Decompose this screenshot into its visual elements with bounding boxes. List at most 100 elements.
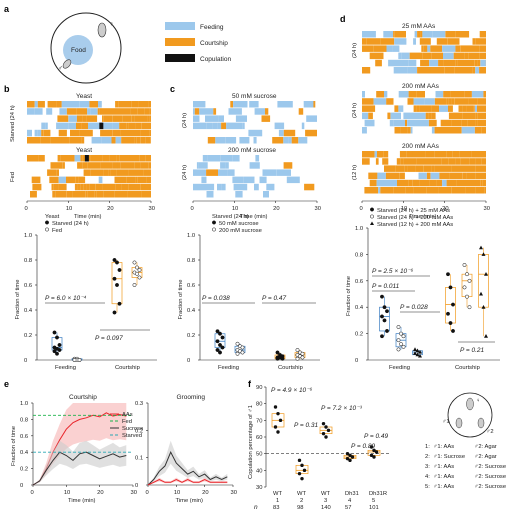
raster-d3-bout [471, 151, 483, 158]
raster-d1-bout [362, 31, 376, 38]
raster-b2-bout [30, 191, 37, 198]
raster-b1-bout [91, 137, 102, 144]
raster-b2-bout [116, 169, 129, 176]
raster-d3-bout [426, 172, 431, 180]
panel-c-y-axis-label: Fraction of time [178, 280, 184, 320]
raster-b2-bout [110, 169, 117, 176]
panel-e-courtship-legend-label: Fed [122, 419, 132, 425]
arena-circle [50, 12, 122, 84]
raster-c1-bout [235, 115, 247, 122]
panel-f-condition-number: 3: [425, 464, 430, 470]
raster-b1-bout [103, 115, 113, 122]
raster-b2-bout [134, 162, 141, 169]
raster-d2-bout [407, 119, 421, 127]
female-symbol: ♀ [109, 21, 114, 28]
raster-b1-bout [46, 108, 53, 115]
panel-f-male2-fly-icon [477, 417, 485, 429]
raster-d3-bout [382, 158, 389, 165]
raster-c1-bout [217, 122, 222, 130]
raster-c1-bout [248, 129, 263, 137]
raster-d1-bout [455, 31, 470, 38]
raster-d3-bout [431, 165, 435, 172]
raster-d3-bout [376, 179, 383, 187]
raster-b2-bout [49, 176, 57, 184]
raster-d2-bout [419, 105, 432, 112]
raster-b2-bout [27, 155, 39, 162]
raster-d3-bout [436, 179, 443, 187]
raster-d1-bout [394, 31, 406, 38]
raster-b2-bout [74, 183, 78, 191]
panel-b-legend-marker [45, 220, 49, 225]
raster-b2-bout [139, 155, 146, 162]
panel-b-point [137, 268, 142, 272]
panel-d-point [382, 305, 387, 310]
panel-f-group-number: 3 [324, 498, 327, 504]
raster-b1-bout [97, 108, 100, 115]
raster-c2-bout [193, 169, 207, 176]
panel-b-legend-label: Fed [52, 228, 62, 234]
panel-d-box [478, 254, 489, 308]
raster-b2-bout [57, 155, 61, 162]
raster-d1-bout [417, 31, 421, 38]
panel-d-point [446, 311, 450, 316]
raster-d2-ylabel: (24 h) [352, 103, 358, 118]
panel-d-point [479, 245, 483, 250]
panel-e-courtship-y-tick-label: 0.4 [20, 450, 29, 456]
raster-d1-bout [362, 38, 367, 45]
panel-c-point [215, 329, 220, 334]
raster-d2-bout [368, 112, 373, 120]
raster-c2-bout [220, 162, 226, 169]
raster-d2-bout [448, 127, 462, 134]
raster-c1-bout [193, 101, 206, 108]
raster-c1-bout [230, 101, 234, 108]
raster-d3-bout [466, 172, 476, 180]
raster-b1-bout [76, 115, 83, 122]
panel-b-legend-title: Yeast [45, 214, 60, 220]
panel-f-condition-male2: ♂2: Sucrose [474, 464, 506, 470]
raster-b1-bout [37, 101, 45, 108]
panel-d-point [415, 352, 420, 357]
raster-d2-bout [435, 91, 444, 98]
raster-d-x-tick-label: 20 [442, 206, 448, 212]
panel-c-y-tick-label: 0 [187, 358, 190, 364]
panel-f-point [276, 430, 280, 434]
raster-b1-bout [122, 115, 132, 122]
raster-c-x-tick-label: 30 [315, 206, 321, 212]
raster-b2-bout [145, 155, 151, 162]
raster-d3-bout [374, 151, 378, 158]
panel-f-y-axis-label: Copulation percentage of ♂1 [248, 405, 254, 479]
raster-d2-bout [362, 98, 374, 105]
raster-d2-bout [416, 105, 420, 112]
raster-d2-bout [461, 119, 468, 127]
raster-d2-bout [443, 91, 451, 98]
panel-f-category-label: Dh31R [369, 491, 387, 497]
raster-d1-bout [460, 45, 463, 52]
panel-f-point [276, 411, 280, 416]
raster-b2-copulation-bout [84, 155, 89, 162]
panel-d-point [385, 309, 389, 314]
raster-b1-bout [130, 108, 138, 115]
raster-b1-bout [103, 122, 113, 130]
panel-e-courtship-y-tick-label: 0.2 [20, 467, 28, 473]
panel-d-point [467, 305, 472, 310]
raster-d3-bout [404, 165, 408, 172]
panel-b-point [135, 265, 139, 270]
raster-d1-bout [442, 45, 456, 52]
female-fly-icon [97, 22, 107, 38]
panel-c-legend-label: 50 mM sucrose [219, 221, 259, 227]
raster-d1-bout [453, 52, 465, 60]
raster-c2-bout [227, 169, 235, 176]
raster-d2-title: 200 mM AAs [402, 83, 440, 90]
raster-b1-bout [115, 115, 123, 122]
raster-b-x-tick-label: 0 [25, 206, 28, 212]
raster-d1-bout [468, 52, 480, 60]
raster-c-x-axis-label: Time (min) [240, 214, 268, 220]
raster-d3-bout [415, 165, 424, 172]
raster-b1-bout [149, 115, 151, 122]
panel-b-category-label: Courtship [115, 365, 140, 371]
raster-b1-bout [123, 108, 131, 115]
panel-d-y-tick-label: 0.4 [355, 305, 364, 311]
panel-f-stat-label: P = 0.49 [364, 433, 389, 440]
panel-c-legend-label: 200 mM sucrose [219, 228, 262, 234]
raster-d2-bout [364, 119, 375, 127]
